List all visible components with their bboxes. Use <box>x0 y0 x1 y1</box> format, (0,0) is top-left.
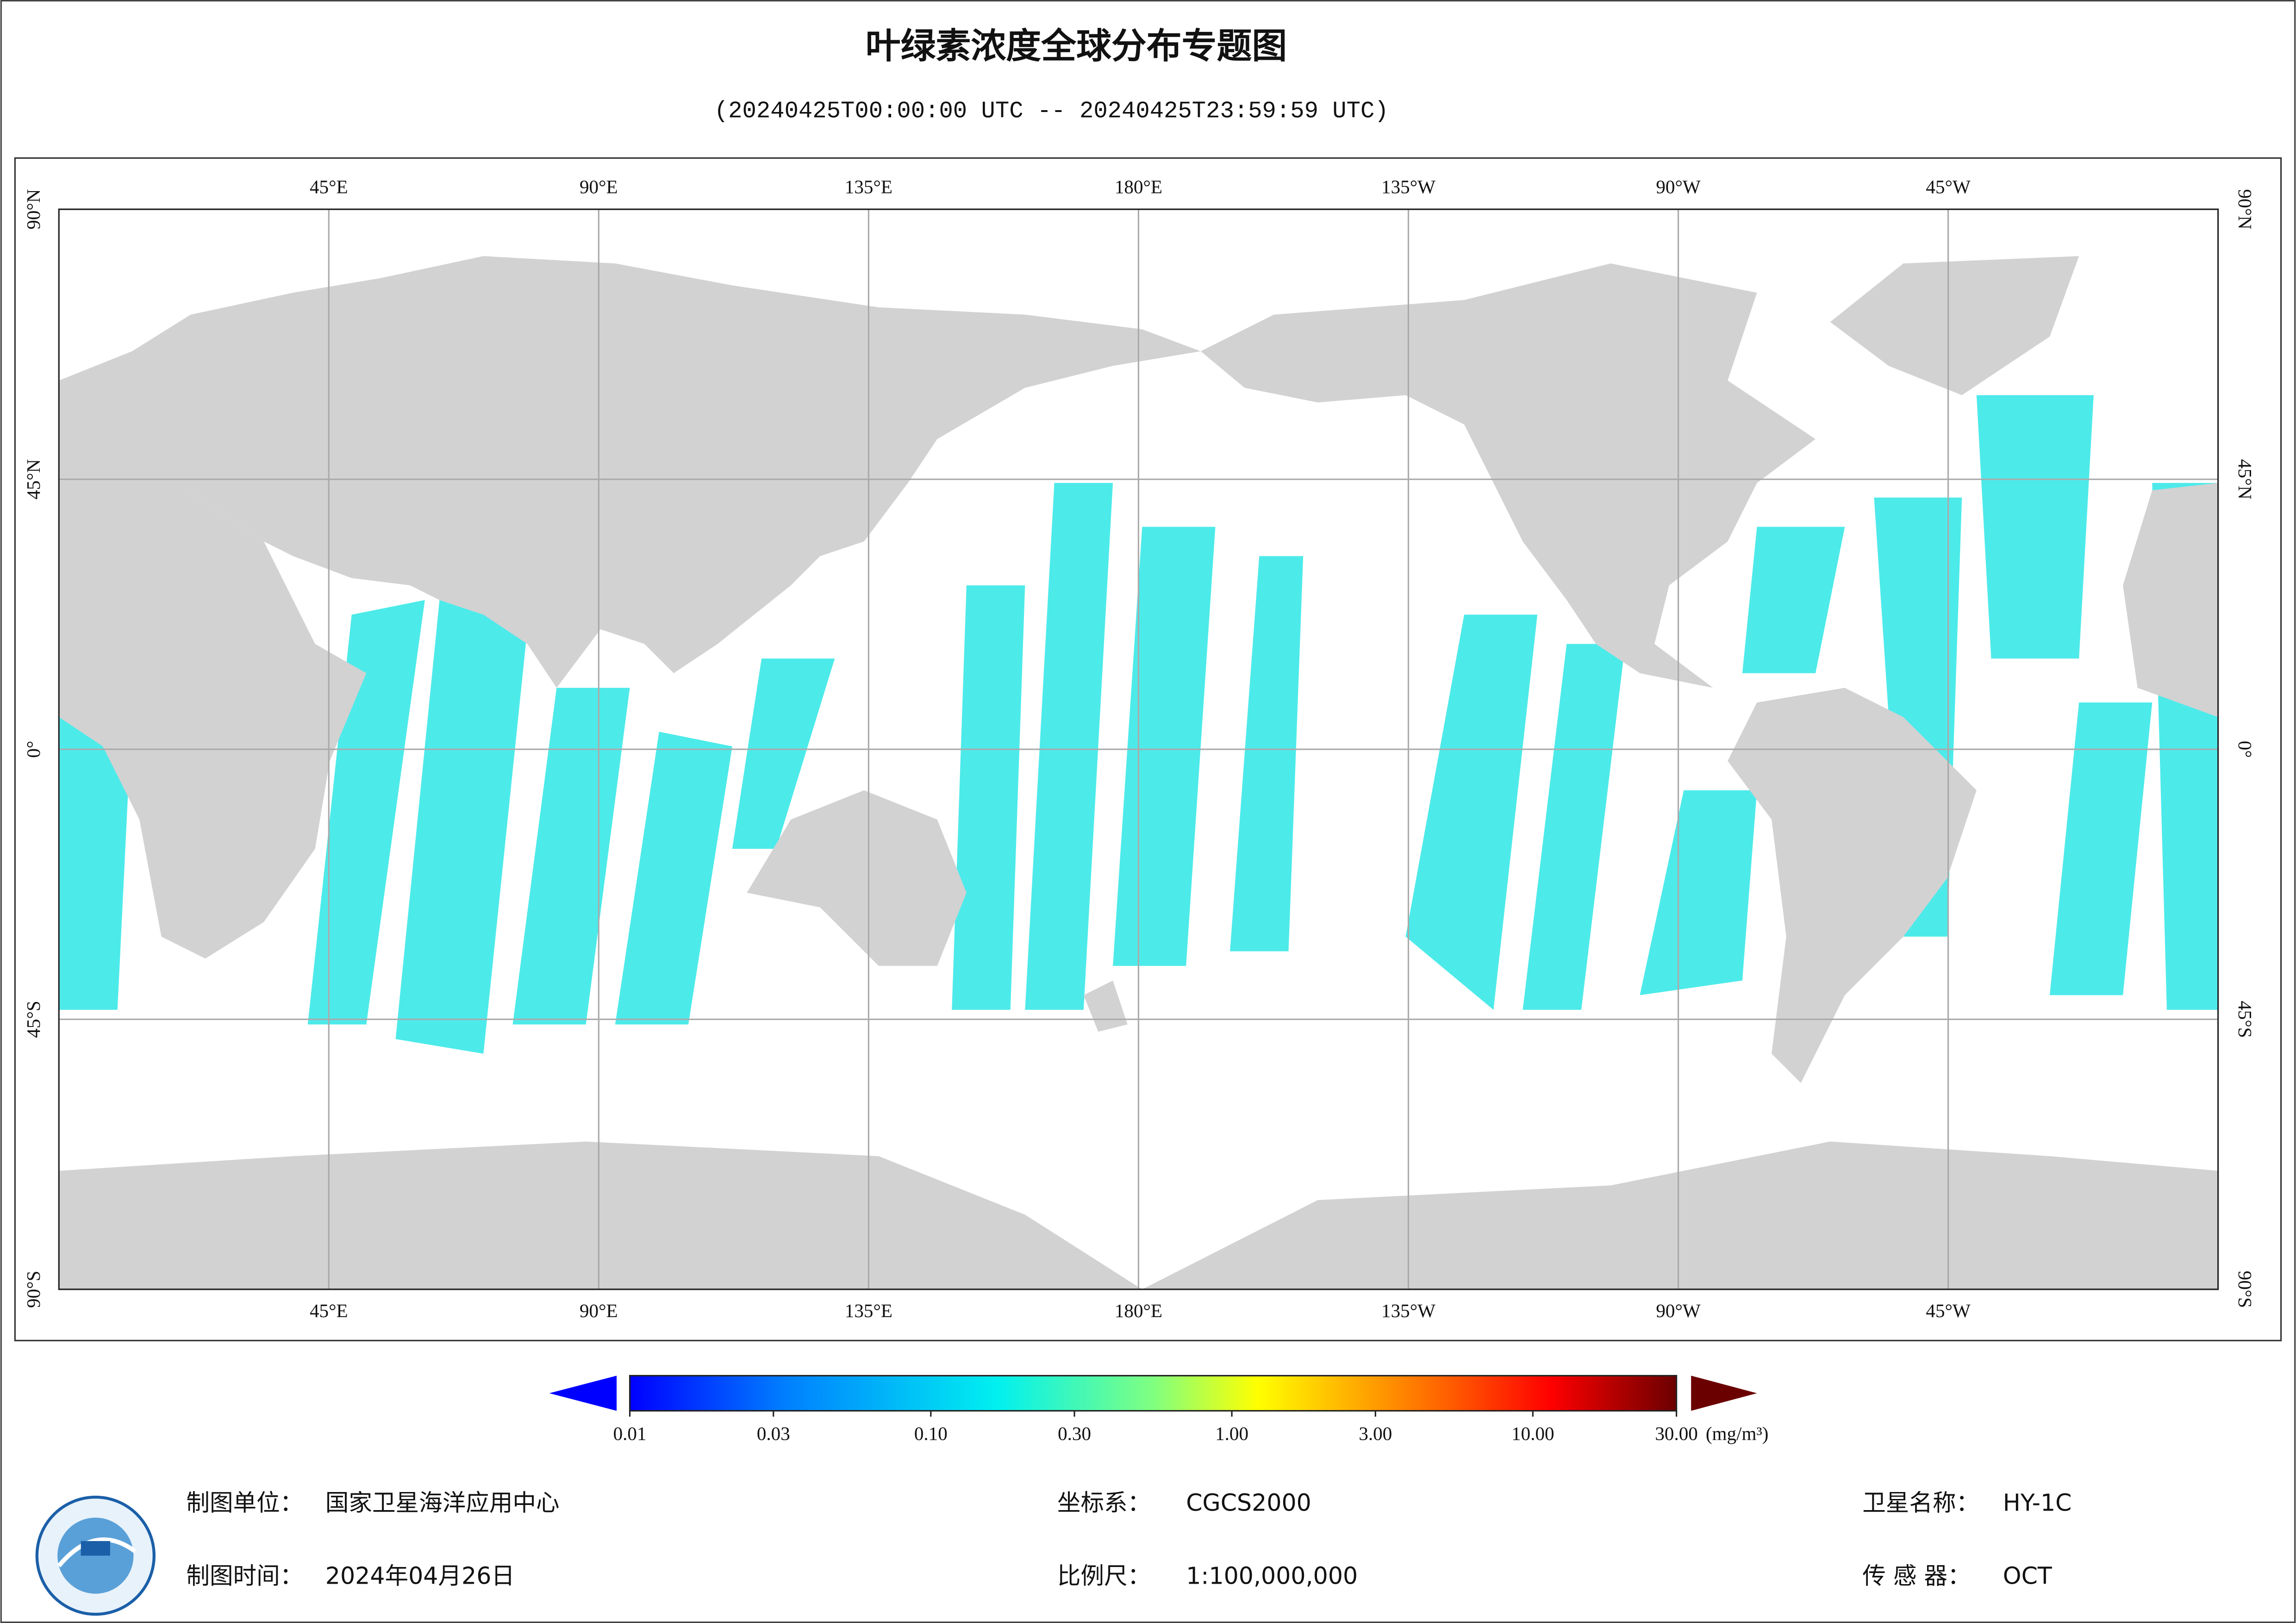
lat-label-left: 45°N <box>23 459 44 499</box>
footer: 制图单位： 国家卫星海洋应用中心 坐标系： CGCS2000 卫星名称： HY-1C 制图时… <box>186 1489 2071 1589</box>
colorbar-tick-label: 3.00 <box>1359 1423 1392 1444</box>
land <box>59 256 2218 1289</box>
lat-label-right: 90°S <box>2234 1271 2256 1308</box>
colorbar <box>629 1374 1678 1412</box>
lon-label-bottom: 45°E <box>310 1300 348 1321</box>
lat-label-left: 90°N <box>23 189 44 230</box>
lon-label-top: 135°E <box>845 176 892 197</box>
footer-label: 制图单位： <box>186 1489 303 1516</box>
footer-value: OCT <box>2003 1562 2053 1589</box>
lon-label-top: 90°E <box>580 176 618 197</box>
colorbar-low-arrow <box>549 1375 617 1411</box>
lat-label-right: 45°N <box>2234 459 2256 499</box>
chlorophyll-swaths <box>59 395 2218 1054</box>
colorbar-tick-label: 0.30 <box>1058 1423 1091 1444</box>
map-frame <box>14 157 2282 1342</box>
colorbar-tick-label: 1.00 <box>1215 1423 1248 1444</box>
lon-label-top: 135°W <box>1381 176 1435 197</box>
lon-label-top: 90°W <box>1656 176 1701 197</box>
footer-value: 2024年04月26日 <box>325 1562 515 1589</box>
lon-label-bottom: 90°W <box>1656 1300 1701 1321</box>
lon-label-bottom: 135°E <box>845 1300 892 1321</box>
colorbar-high-arrow <box>1691 1375 1757 1411</box>
lon-label-bottom: 90°E <box>580 1300 618 1321</box>
lon-label-bottom: 180°E <box>1115 1300 1162 1321</box>
lat-label-right: 90°N <box>2234 189 2256 230</box>
subtitle: (20240425T00:00:00 UTC -- 20240425T23:59… <box>714 99 1389 125</box>
footer-value: 1:100,000,000 <box>1186 1562 1358 1589</box>
footer-label: 卫星名称： <box>1862 1489 1979 1516</box>
footer-label: 制图时间： <box>186 1562 303 1589</box>
lat-label-left: 0° <box>23 741 44 758</box>
lat-label-left: 90°S <box>23 1271 44 1308</box>
colorbar-tick-label: 10.00 <box>1511 1423 1554 1444</box>
title: 叶绿素浓度全球分布专题图 <box>866 25 1287 66</box>
lon-label-bottom: 135°W <box>1381 1300 1435 1321</box>
footer-value: HY-1C <box>2003 1489 2072 1516</box>
footer-value: 国家卫星海洋应用中心 <box>325 1489 560 1516</box>
colorbar-tick-label: 0.01 <box>613 1423 647 1444</box>
lat-label-right: 45°S <box>2234 1001 2256 1038</box>
lat-label-left: 45°S <box>23 1001 44 1038</box>
logo <box>35 1495 156 1616</box>
footer-label: 比例尺： <box>1057 1562 1151 1589</box>
graticule: 45°E 45°E 90°E 90°E 135°E 135°E 180°E 180°E 135°… <box>23 176 2256 1321</box>
footer-label: 坐标系： <box>1057 1489 1151 1516</box>
lon-label-top: 180°E <box>1115 176 1162 197</box>
colorbar-tick-label: 0.03 <box>757 1423 790 1444</box>
lat-label-right: 0° <box>2234 741 2256 758</box>
colorbar-unit: (mg/m³) <box>1706 1423 1769 1445</box>
footer-label: 传 感 器： <box>1862 1562 1971 1589</box>
lon-label-top: 45°W <box>1926 176 1971 197</box>
lon-label-top: 45°E <box>310 176 348 197</box>
colorbar-tick-label: 30.00 <box>1655 1423 1697 1444</box>
lon-label-bottom: 45°W <box>1926 1300 1971 1321</box>
colorbar-tick-label: 0.10 <box>914 1423 948 1444</box>
map-border <box>58 208 2219 1290</box>
footer-value: CGCS2000 <box>1186 1489 1311 1516</box>
